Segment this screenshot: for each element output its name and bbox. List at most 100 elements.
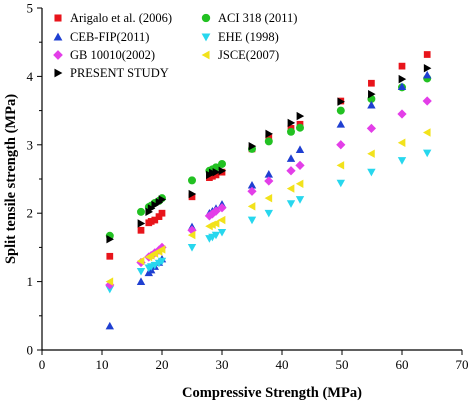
data-point [336, 179, 345, 188]
data-point [397, 138, 406, 147]
data-point [287, 127, 295, 136]
data-point [295, 179, 304, 188]
data-point [136, 256, 145, 266]
data-point [187, 230, 196, 240]
data-point [286, 166, 296, 176]
data-point [150, 261, 159, 270]
legend-item: GB 10010(2002) [53, 48, 155, 62]
y-tick-label: 3 [27, 137, 34, 152]
data-point [296, 111, 305, 121]
data-point [368, 89, 376, 99]
data-point [264, 137, 273, 146]
data-point [295, 196, 305, 204]
legend-label: Arigalo et al. (2006) [70, 11, 172, 25]
data-point [336, 106, 345, 115]
data-point [105, 321, 114, 330]
data-point [247, 216, 257, 225]
legend-label: GB 10010(2002) [70, 48, 155, 62]
data-point [188, 176, 196, 185]
data-point [204, 211, 215, 221]
legend-label: EHE (1998) [218, 30, 279, 44]
data-point [137, 207, 145, 216]
legend: Arigalo et al. (2006) ACI 318 (2011) CEB-F… [53, 11, 297, 80]
legend-marker [53, 32, 63, 41]
legend-item: EHE (1998) [201, 30, 279, 44]
data-point [209, 172, 216, 180]
data-point [211, 219, 220, 228]
data-point [212, 167, 221, 177]
data-point [218, 159, 226, 168]
data-point [248, 141, 257, 151]
data-point [207, 209, 218, 219]
y-tick-label: 4 [27, 69, 34, 84]
x-tick-label: 10 [96, 357, 109, 372]
data-point [265, 129, 273, 139]
data-point [137, 226, 145, 234]
data-point [188, 189, 197, 199]
legend-marker [201, 50, 210, 60]
data-point [157, 257, 167, 266]
data-point [336, 161, 345, 170]
data-point [368, 79, 375, 87]
x-tick-label: 20 [156, 357, 169, 372]
y-tick-label: 5 [27, 1, 34, 16]
legend-marker [53, 50, 63, 60]
data-point [106, 234, 114, 244]
data-point [337, 97, 345, 106]
data-point [217, 215, 226, 225]
data-point [286, 184, 295, 193]
data-point [158, 195, 167, 204]
data-point [423, 70, 432, 79]
data-point [105, 277, 114, 286]
data-point [187, 244, 197, 252]
data-point [212, 171, 220, 179]
data-point [423, 63, 432, 73]
data-point [218, 166, 227, 175]
legend-label: JSCE(2007) [218, 48, 279, 62]
data-point [211, 231, 221, 240]
x-tick-label: 40 [276, 357, 289, 372]
data-point [422, 96, 432, 106]
x-tick-label: 70 [456, 357, 469, 372]
series-5 [105, 128, 431, 286]
data-point [367, 100, 376, 109]
legend-item: ACI 318 (2011) [201, 11, 297, 25]
y-axis-title: Split tensile strength (MPa) [3, 94, 19, 264]
data-point [217, 228, 227, 237]
y-tick-label: 1 [27, 274, 34, 289]
x-tick-label: 60 [396, 357, 409, 372]
data-point [188, 193, 196, 201]
data-point [397, 82, 407, 91]
data-point [247, 202, 256, 211]
legend-label: CEB-FIP(2011) [70, 30, 149, 44]
y-tick-label: 0 [27, 343, 34, 358]
data-point [423, 128, 431, 137]
legend-marker [201, 33, 211, 42]
data-point [295, 145, 305, 153]
x-axis-title: Compressive Strength (MPa) [182, 385, 362, 401]
legend-item: PRESENT STUDY [54, 66, 169, 80]
data-point [247, 180, 257, 189]
data-point [296, 123, 304, 132]
data-point [247, 186, 257, 196]
legend-label: PRESENT STUDY [70, 66, 169, 80]
legend-label: ACI 318 (2011) [218, 11, 297, 25]
legend-marker [54, 68, 63, 78]
data-point [264, 209, 273, 218]
data-point [155, 213, 163, 220]
legend-marker [54, 14, 62, 22]
data-point [264, 170, 273, 178]
data-point [366, 123, 377, 134]
data-point [397, 109, 407, 119]
data-point [106, 252, 114, 260]
legend-marker [201, 13, 211, 23]
series-3 [105, 149, 432, 294]
axes: 0 10 20 30 40 50 60 70 0 1 2 3 4 5 [27, 1, 469, 373]
data-point [286, 200, 296, 208]
data-point [336, 120, 345, 128]
series-4 [105, 96, 432, 290]
data-point [286, 154, 296, 162]
series-0 [106, 51, 431, 260]
data-point [158, 209, 166, 217]
